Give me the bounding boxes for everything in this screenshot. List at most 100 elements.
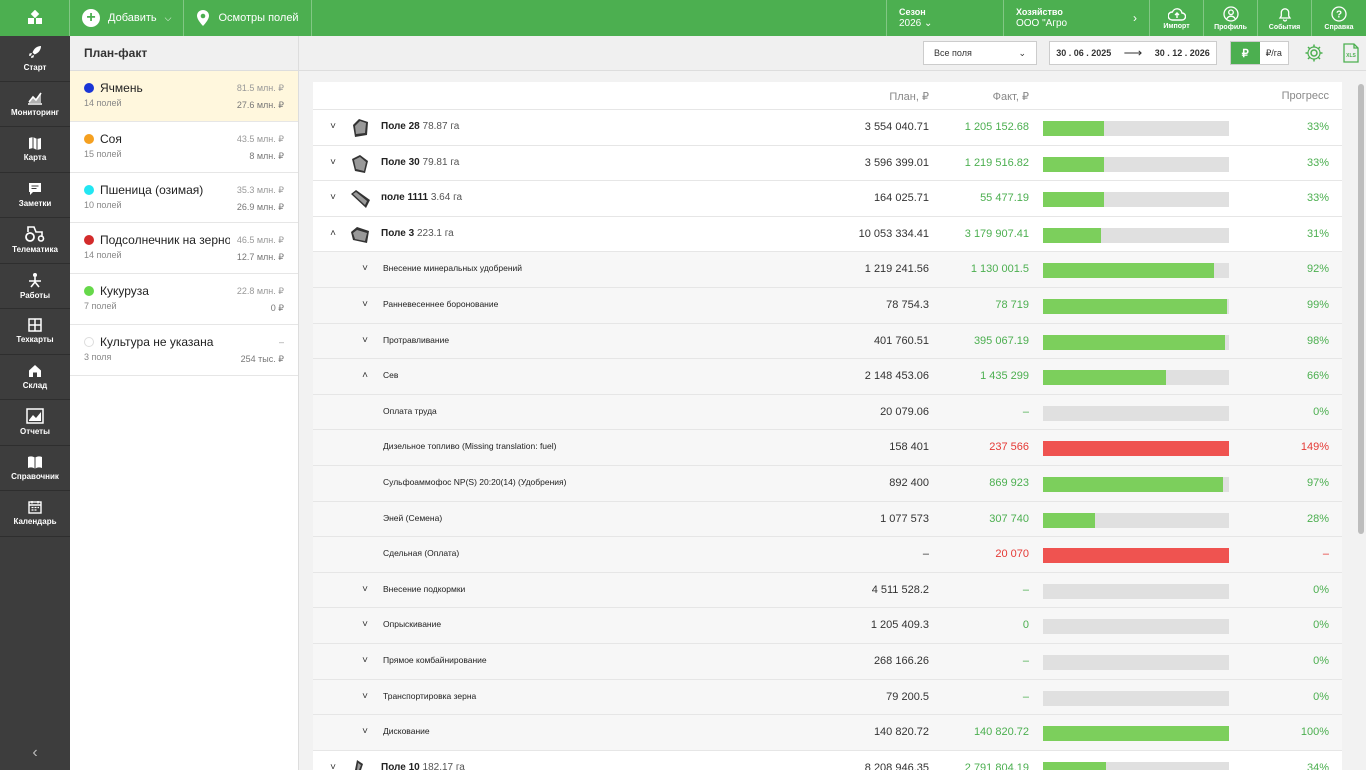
crop-fact-total: 0 ₽ <box>270 303 284 314</box>
add-button[interactable]: + Добавить ⌵ <box>70 0 185 36</box>
progress-bar <box>1043 690 1229 706</box>
field-inspections-button[interactable]: Осмотры полей <box>184 0 312 36</box>
fact-value: 1 130 001.5 <box>970 263 1029 276</box>
chevron-down-icon[interactable]: ˅ <box>362 583 368 595</box>
cost-item-row: Сульфоаммофос NP(S) 20:20(14) (Удобрения… <box>313 465 1342 502</box>
scroll-thumb[interactable] <box>1358 84 1364 534</box>
collapse-nav-icon[interactable]: ‹ <box>32 744 38 761</box>
crop-plan-total: 22.8 млн. ₽ <box>236 286 284 297</box>
crop-list-item[interactable]: Пшеница (озимая) 10 полей 35.3 млн. ₽ 26.9 … <box>70 173 298 224</box>
field-row[interactable]: ˅ Поле 10 182.17 га 8 208 946.35 2 791 804.… <box>313 751 1342 770</box>
chevron-down-icon[interactable]: ˅ <box>330 192 336 204</box>
profile-button[interactable]: Профиль <box>1204 0 1258 36</box>
chevron-down-icon[interactable]: ˅ <box>362 726 368 738</box>
nav-label: Календарь <box>13 517 57 527</box>
app-logo-icon[interactable] <box>0 0 70 36</box>
reports-icon <box>26 408 44 424</box>
nav-item-warehouse[interactable]: Склад <box>0 355 70 400</box>
chevron-down-icon[interactable]: ˅ <box>362 690 368 702</box>
chevron-down-icon[interactable]: ˅ <box>330 156 336 168</box>
operation-row[interactable]: ˄ Сев 2 148 453.06 1 435 299 66% <box>313 359 1342 395</box>
date-to[interactable]: 30 . 12 . 2026 <box>1154 48 1210 58</box>
header-plan[interactable]: План, ₽ <box>889 91 929 103</box>
progress-percent: 0% <box>1313 654 1329 667</box>
export-xls-button[interactable]: XLS <box>1338 41 1364 65</box>
operation-row[interactable]: ˅ Прямое комбайнирование 268 166.26 – 0% <box>313 643 1342 680</box>
scrollbar[interactable] <box>1357 82 1365 770</box>
field-row[interactable]: ˅ Поле 28 78.87 га 3 554 040.71 1 205 152.6… <box>313 110 1342 146</box>
nav-item-telematics[interactable]: Телематика <box>0 218 70 264</box>
import-button[interactable]: Импорт <box>1150 0 1204 36</box>
chevron-down-icon[interactable]: ˅ <box>330 121 336 132</box>
operation-row[interactable]: ˅ Транспортировка зерна 79 200.5 – 0% <box>313 679 1342 716</box>
help-button[interactable]: ? Справка <box>1312 0 1366 36</box>
field-row[interactable]: ˅ поле 1111 3.64 га 164 025.71 55 477.19 33% <box>313 181 1342 217</box>
date-from[interactable]: 30 . 06 . 2025 <box>1056 48 1112 58</box>
crop-list-item[interactable]: Подсолнечник на зерно 14 полей 46.5 млн. ₽… <box>70 223 298 275</box>
nav-item-start[interactable]: Старт <box>0 36 70 82</box>
crop-list-item[interactable]: Культура не указана 3 поля – 254 тыс. ₽ <box>70 325 298 376</box>
field-row[interactable]: ˄ Поле 3 223.1 га 10 053 334.41 3 179 907.4… <box>313 217 1342 253</box>
nav-item-monitoring[interactable]: Мониторинг <box>0 82 70 127</box>
operation-row[interactable]: ˅ Ранневесеннее боронование 78 754.3 78 719… <box>313 287 1342 324</box>
operation-row[interactable]: ˅ Внесение подкормки 4 511 528.2 – 0% <box>313 572 1342 609</box>
operation-row[interactable]: ˅ Протравливание 401 760.51 395 067.19 98% <box>313 323 1342 360</box>
plan-value: 158 401 <box>889 441 929 454</box>
progress-bar <box>1043 334 1229 350</box>
row-name: Протравливание <box>383 334 450 345</box>
crop-list-item[interactable]: Соя 15 полей 43.5 млн. ₽ 8 млн. ₽ <box>70 122 298 173</box>
unit-toggle: ₽ ₽/га <box>1230 41 1289 65</box>
field-row[interactable]: ˅ Поле 30 79.81 га 3 596 399.01 1 219 516.8… <box>313 146 1342 182</box>
fields-select[interactable]: Все поля ⌄ <box>923 41 1037 65</box>
nav-item-reference[interactable]: Справочник <box>0 446 70 491</box>
fact-value: – <box>1022 583 1029 596</box>
crop-color-dot <box>84 235 94 246</box>
plan-value: – <box>922 548 929 561</box>
nav-item-notes[interactable]: Заметки <box>0 173 70 218</box>
crop-list-item[interactable]: Ячмень 14 полей 81.5 млн. ₽ 27.6 млн. ₽ <box>70 71 298 122</box>
fact-value: 55 477.19 <box>980 192 1029 205</box>
settings-button[interactable] <box>1301 41 1327 65</box>
nav-item-map[interactable]: Карта <box>0 127 70 173</box>
header-fact[interactable]: Факт, ₽ <box>992 91 1029 103</box>
crop-field-count: 15 полей <box>84 148 122 159</box>
row-name: Эней (Семена) <box>383 512 443 523</box>
chevron-down-icon[interactable]: ˅ <box>362 263 368 275</box>
operation-row[interactable]: ˅ Внесение минеральных удобрений 1 219 241… <box>313 252 1342 288</box>
unit-rub-per-ha-button[interactable]: ₽/га <box>1259 42 1288 64</box>
table-header: План, ₽ Факт, ₽ Прогресс <box>313 82 1342 110</box>
crop-field-count: 14 полей <box>84 98 122 108</box>
chevron-up-icon[interactable]: ˄ <box>330 227 336 239</box>
import-label: Импорт <box>1163 22 1190 30</box>
crop-panel: План-факт Ячмень 14 полей 81.5 млн. ₽ 27.6 … <box>70 36 299 770</box>
unit-rub-button[interactable]: ₽ <box>1231 42 1260 64</box>
operation-row[interactable]: ˅ Дискование 140 820.72 140 820.72 100% <box>313 715 1342 751</box>
row-name: Транспортировка зерна <box>383 690 477 701</box>
chevron-down-icon[interactable]: ˅ <box>362 654 368 666</box>
season-label: Сезон <box>899 6 926 17</box>
add-button-label: Добавить <box>108 12 157 24</box>
chevron-down-icon[interactable]: ˅ <box>362 619 368 631</box>
chevron-down-icon[interactable]: ˅ <box>362 298 368 310</box>
farm-selector[interactable]: Хозяйство ООО "Агро › <box>1004 0 1150 36</box>
nav-item-reports[interactable]: Отчеты <box>0 400 70 446</box>
progress-percent: 34% <box>1306 761 1329 770</box>
operation-row[interactable]: ˅ Опрыскивание 1 205 409.3 0 0% <box>313 608 1342 644</box>
row-name: Дизельное топливо (Missing translation: … <box>383 441 557 452</box>
row-name: Прямое комбайнирование <box>383 654 487 665</box>
chevron-up-icon[interactable]: ˄ <box>362 370 368 382</box>
nav-item-calendar[interactable]: Календарь <box>0 491 70 537</box>
plan-value: 401 760.51 <box>873 334 929 347</box>
field-name-text: Поле 30 <box>381 156 420 168</box>
header-progress[interactable]: Прогресс <box>1281 90 1329 102</box>
events-button[interactable]: События <box>1258 0 1312 36</box>
nav-item-techmaps[interactable]: Техкарты <box>0 309 70 355</box>
chevron-down-icon[interactable]: ˅ <box>330 761 336 770</box>
season-selector[interactable]: Сезон 2026 ⌄ <box>886 0 1004 36</box>
monitoring-icon <box>28 92 42 105</box>
crop-list-item[interactable]: Кукуруза 7 полей 22.8 млн. ₽ 0 ₽ <box>70 274 298 325</box>
date-range-picker[interactable]: 30 . 06 . 2025 ⟶ 30 . 12 . 2026 <box>1049 41 1217 65</box>
chevron-down-icon[interactable]: ˅ <box>362 334 368 346</box>
nav-item-works[interactable]: Работы <box>0 264 70 309</box>
plan-fact-table: План, ₽ Факт, ₽ Прогресс ˅ Поле 28 78.87 … <box>313 82 1342 770</box>
